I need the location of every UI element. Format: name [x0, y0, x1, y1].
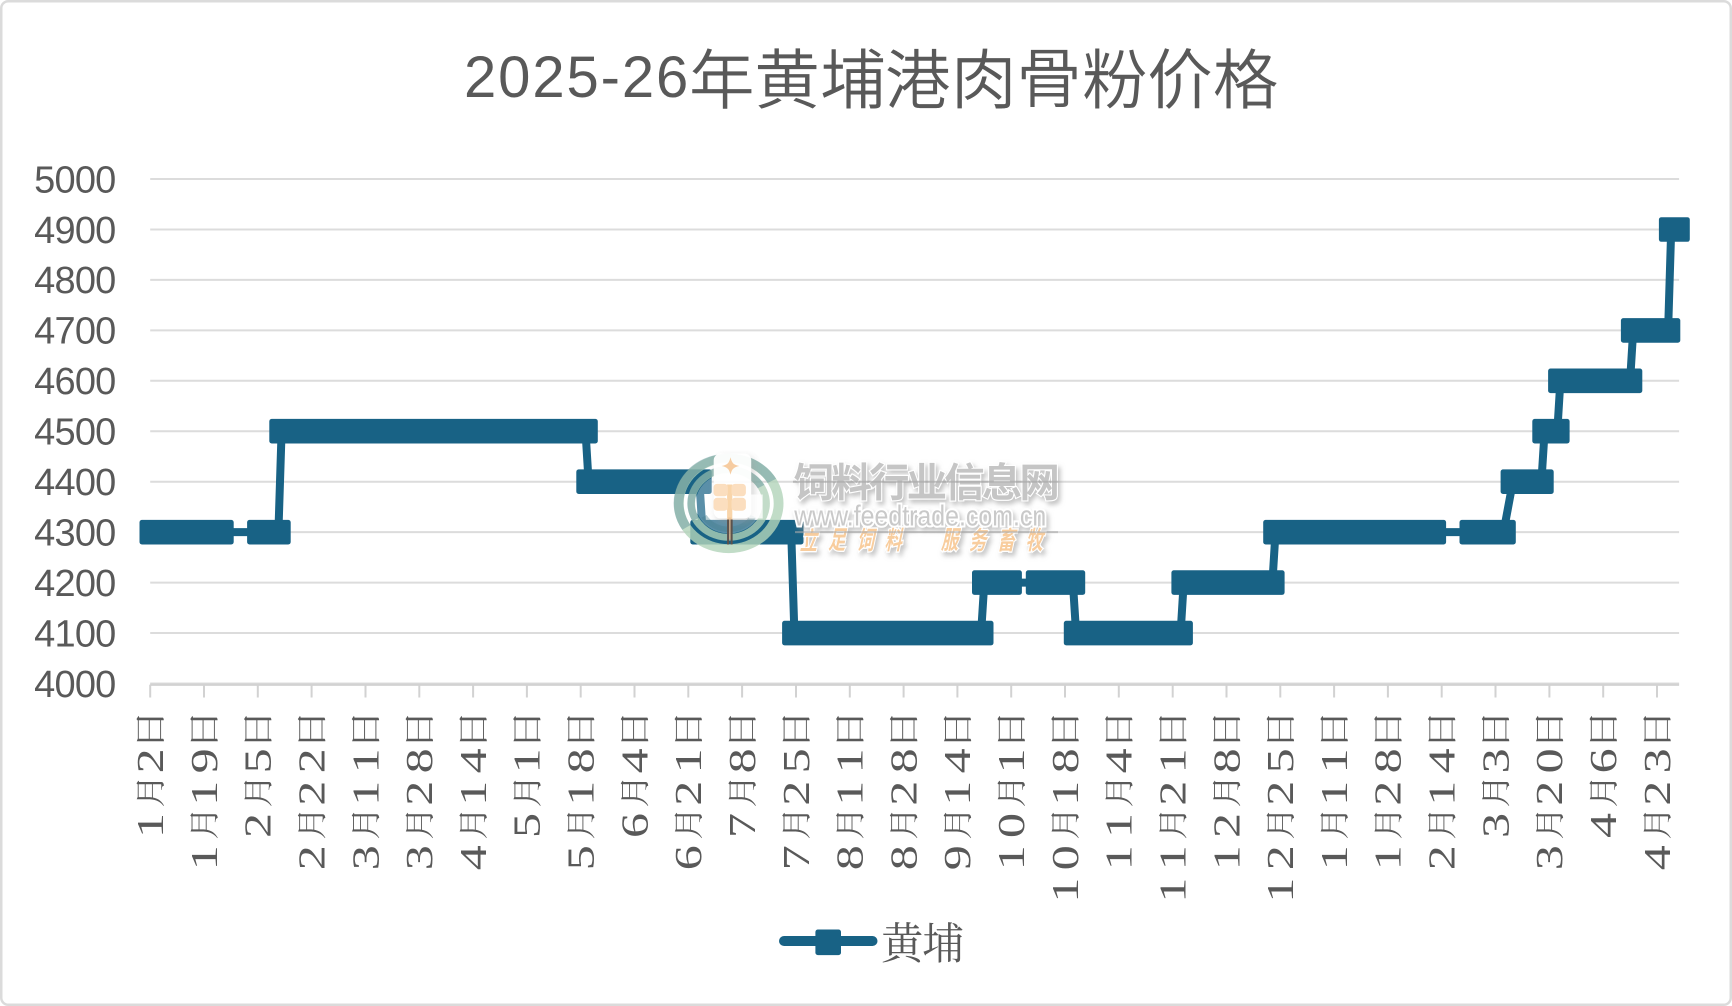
svg-text:6: 6 — [1582, 748, 1625, 773]
svg-text:1: 1 — [1043, 781, 1086, 806]
svg-text:8: 8 — [1366, 748, 1409, 773]
svg-text:1: 1 — [1312, 748, 1355, 773]
svg-text:8: 8 — [720, 748, 763, 773]
svg-text:6: 6 — [667, 845, 710, 870]
svg-text:9: 9 — [182, 748, 225, 773]
svg-text:4: 4 — [1420, 748, 1463, 773]
svg-text:8: 8 — [559, 748, 602, 773]
svg-text:1: 1 — [559, 781, 602, 806]
svg-text:1: 1 — [828, 748, 871, 773]
svg-text:1: 1 — [990, 845, 1033, 870]
svg-text:1: 1 — [936, 781, 979, 806]
svg-text:3: 3 — [1528, 845, 1571, 870]
svg-text:5: 5 — [236, 748, 279, 773]
svg-text:1: 1 — [1420, 781, 1463, 806]
svg-text:4: 4 — [451, 845, 494, 870]
svg-text:2: 2 — [236, 813, 279, 838]
svg-text:4: 4 — [1635, 845, 1678, 870]
svg-text:7: 7 — [774, 845, 817, 870]
svg-text:2: 2 — [398, 781, 441, 806]
svg-text:4000: 4000 — [34, 664, 115, 706]
svg-text:8: 8 — [1043, 748, 1086, 773]
svg-text:4500: 4500 — [34, 412, 115, 454]
svg-text:4: 4 — [936, 748, 979, 773]
svg-text:2025-26: 2025-26 — [464, 45, 690, 110]
svg-text:3: 3 — [1635, 748, 1678, 773]
svg-text:2: 2 — [667, 781, 710, 806]
svg-text:4300: 4300 — [34, 512, 115, 554]
svg-text:8: 8 — [398, 748, 441, 773]
svg-text:2: 2 — [290, 781, 333, 806]
svg-text:2: 2 — [774, 781, 817, 806]
svg-text:2: 2 — [1635, 781, 1678, 806]
svg-text:4: 4 — [613, 748, 656, 773]
svg-text:7: 7 — [720, 813, 763, 838]
svg-text:2: 2 — [1259, 781, 1302, 806]
svg-text:4400: 4400 — [34, 462, 115, 504]
svg-text:4: 4 — [1097, 748, 1140, 773]
svg-text:1: 1 — [182, 781, 225, 806]
svg-text:0: 0 — [1043, 845, 1086, 870]
svg-text:2: 2 — [1366, 781, 1409, 806]
svg-text:1: 1 — [451, 781, 494, 806]
svg-text:2: 2 — [1205, 813, 1248, 838]
svg-text:9: 9 — [936, 845, 979, 870]
svg-text:4: 4 — [1582, 813, 1625, 838]
svg-text:2: 2 — [290, 748, 333, 773]
svg-text:8: 8 — [882, 845, 925, 870]
svg-text:4600: 4600 — [34, 361, 115, 403]
svg-text:2: 2 — [1420, 845, 1463, 870]
svg-text:0: 0 — [990, 813, 1033, 838]
svg-text:1: 1 — [1151, 845, 1194, 870]
svg-text:2: 2 — [129, 748, 172, 773]
svg-text:5: 5 — [505, 813, 548, 838]
svg-text:3: 3 — [1474, 748, 1517, 773]
svg-text:1: 1 — [1151, 878, 1194, 903]
svg-text:4: 4 — [451, 748, 494, 773]
svg-text:4700: 4700 — [34, 311, 115, 353]
svg-text:4800: 4800 — [34, 260, 115, 302]
svg-text:3: 3 — [344, 845, 387, 870]
svg-text:8: 8 — [882, 748, 925, 773]
svg-text:3: 3 — [398, 845, 441, 870]
svg-text:1: 1 — [1097, 813, 1140, 838]
svg-text:5: 5 — [1259, 748, 1302, 773]
svg-text:1: 1 — [344, 781, 387, 806]
svg-text:1: 1 — [1097, 845, 1140, 870]
svg-text:1: 1 — [1151, 748, 1194, 773]
svg-text:1: 1 — [182, 845, 225, 870]
svg-text:5000: 5000 — [34, 159, 115, 201]
svg-text:6: 6 — [613, 813, 656, 838]
svg-text:1: 1 — [1043, 878, 1086, 903]
svg-text:2: 2 — [882, 781, 925, 806]
svg-text:1: 1 — [990, 748, 1033, 773]
svg-text:1: 1 — [1259, 878, 1302, 903]
svg-text:1: 1 — [1312, 781, 1355, 806]
svg-text:2: 2 — [1151, 781, 1194, 806]
svg-text:3: 3 — [1474, 813, 1517, 838]
svg-text:4100: 4100 — [34, 613, 115, 655]
svg-text:4900: 4900 — [34, 210, 115, 252]
svg-text:5: 5 — [774, 748, 817, 773]
svg-text:1: 1 — [505, 748, 548, 773]
svg-text:4200: 4200 — [34, 563, 115, 605]
svg-text:1: 1 — [828, 781, 871, 806]
svg-text:1: 1 — [1312, 845, 1355, 870]
svg-text:2: 2 — [1259, 845, 1302, 870]
svg-text:1: 1 — [344, 748, 387, 773]
svg-text:1: 1 — [1205, 845, 1248, 870]
svg-text:5: 5 — [559, 845, 602, 870]
svg-text:1: 1 — [1366, 845, 1409, 870]
svg-text:2: 2 — [290, 845, 333, 870]
svg-text:0: 0 — [1528, 748, 1571, 773]
svg-text:8: 8 — [828, 845, 871, 870]
svg-text:2: 2 — [1528, 781, 1571, 806]
svg-text:8: 8 — [1205, 748, 1248, 773]
svg-text:1: 1 — [129, 813, 172, 838]
svg-text:1: 1 — [667, 748, 710, 773]
